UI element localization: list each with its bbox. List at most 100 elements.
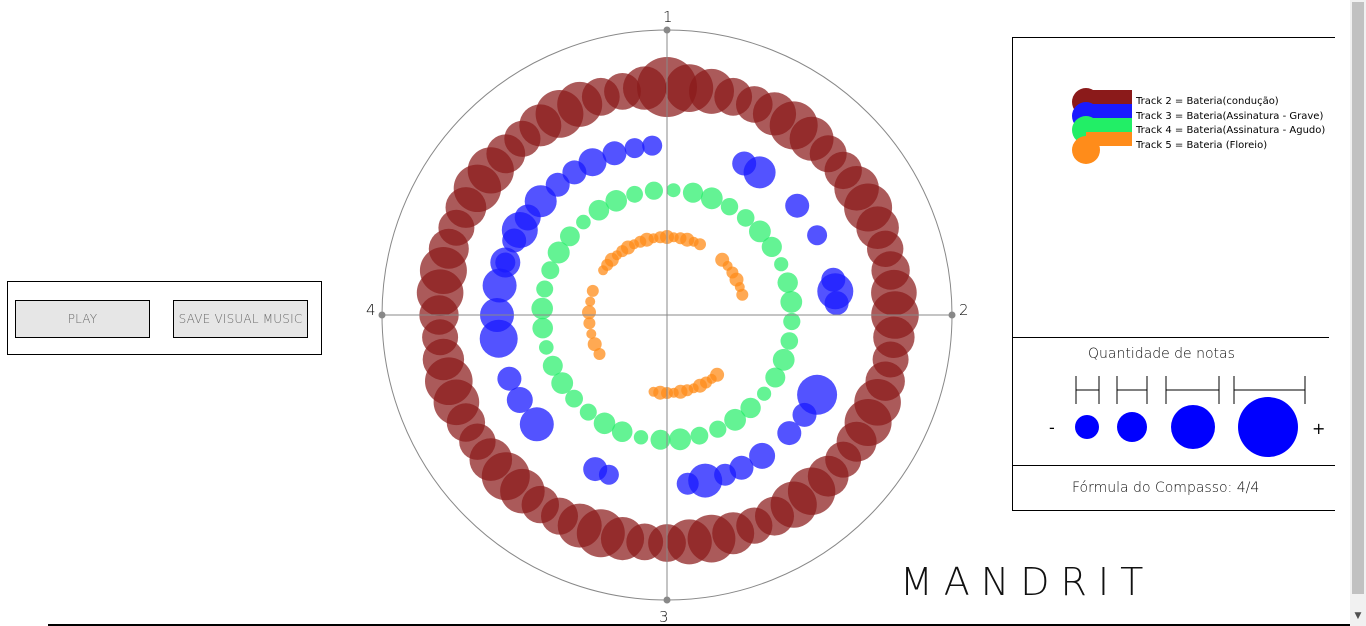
note-track4 — [682, 182, 704, 203]
note-track4 — [780, 332, 799, 350]
note-track4 — [633, 430, 649, 445]
note-track4 — [531, 297, 553, 320]
note-track4 — [740, 397, 761, 419]
note-track4 — [736, 209, 755, 227]
quantity-title: Quantidade de notas — [1088, 346, 1235, 362]
note-track3 — [583, 457, 608, 482]
scale-bracket-3 — [1165, 376, 1220, 404]
scale-bracket-4 — [1233, 376, 1306, 404]
dial-marker-3 — [663, 596, 671, 604]
note-track5 — [648, 386, 659, 397]
note-track3 — [824, 291, 849, 316]
time-signature-text: Fórmula do Compasso: 4/4 — [1072, 480, 1260, 496]
play-button[interactable]: PLAY — [15, 300, 150, 338]
page-bottom-line — [48, 624, 1350, 626]
note-track5 — [586, 328, 597, 339]
note-track4 — [532, 317, 553, 339]
dial-label-2: 2 — [959, 301, 969, 319]
note-track4 — [780, 291, 803, 313]
quantity-sample-2 — [1117, 412, 1147, 442]
note-track4 — [765, 367, 786, 388]
note-track4 — [565, 389, 583, 408]
legend-label-track4: Track 4 = Bateria(Assinatura - Agudo) — [1135, 125, 1325, 136]
note-track4 — [666, 183, 681, 198]
controls-panel: PLAY SAVE VISUAL MUSIC — [7, 281, 322, 355]
note-track3 — [497, 366, 522, 391]
note-track4 — [774, 257, 789, 272]
note-track4 — [757, 386, 772, 401]
note-track4 — [783, 312, 801, 331]
note-track5 — [587, 337, 602, 352]
note-rings — [416, 57, 919, 565]
note-track4 — [611, 421, 633, 443]
note-track4 — [626, 185, 643, 203]
legend-swatch-dot-track5 — [1072, 136, 1100, 164]
dial-label-1: 1 — [663, 8, 673, 26]
quantity-sample-1 — [1075, 415, 1099, 439]
legend-label-track5: Track 5 = Bateria (Floreio) — [1135, 140, 1267, 151]
note-track3 — [807, 225, 828, 246]
note-track3 — [524, 185, 557, 218]
legend-label-track3: Track 3 = Bateria(Assinatura - Grave) — [1135, 111, 1323, 122]
legend-item-track5: Track 5 = Bateria (Floreio) — [1072, 132, 1267, 164]
legend-panel — [1012, 37, 1335, 338]
scale-bracket-1 — [1075, 376, 1100, 404]
note-track4 — [700, 187, 723, 210]
note-track4 — [777, 272, 798, 293]
legend: Track 2 = Bateria(condução) Track 3 = Ba… — [1072, 88, 1325, 164]
quantity-scale — [1075, 376, 1306, 404]
formula-panel: Fórmula do Compasso: 4/4 — [1012, 465, 1335, 511]
note-track4 — [593, 412, 616, 435]
save-visual-music-button[interactable]: SAVE VISUAL MUSIC — [173, 300, 308, 338]
scrollbar-thumb[interactable] — [1352, 2, 1364, 594]
note-track4 — [669, 428, 691, 451]
note-track4 — [551, 372, 574, 394]
note-track3 — [519, 407, 554, 442]
note-track3 — [749, 442, 776, 469]
note-track4 — [576, 214, 591, 230]
note-track5 — [736, 288, 749, 301]
note-track3 — [602, 141, 627, 166]
quantity-samples — [1075, 397, 1298, 457]
note-track4 — [605, 190, 627, 212]
note-track3 — [792, 402, 817, 427]
note-track4 — [560, 226, 580, 247]
dial-marker-1 — [663, 26, 671, 34]
dial-label-3: 3 — [659, 608, 669, 626]
note-track3 — [642, 135, 663, 156]
note-track3 — [545, 172, 570, 197]
note-track4 — [720, 198, 739, 216]
note-track3 — [501, 212, 538, 248]
note-track5 — [585, 296, 596, 307]
note-track3 — [495, 252, 516, 273]
note-track3 — [777, 421, 802, 446]
brand-logo: MANDRIT — [900, 560, 1155, 604]
dial-marker-2 — [948, 311, 956, 319]
note-track3 — [676, 472, 699, 495]
note-track4 — [749, 220, 771, 243]
legend-label-track2: Track 2 = Bateria(condução) — [1135, 96, 1279, 107]
note-track5 — [583, 317, 596, 330]
note-track4 — [547, 241, 570, 264]
note-track4 — [761, 236, 782, 257]
note-track4 — [709, 420, 727, 438]
note-track4 — [690, 426, 709, 445]
note-track5 — [593, 348, 606, 360]
note-track3 — [743, 156, 776, 189]
note-track3 — [506, 387, 533, 413]
quantity-panel — [1012, 337, 1335, 466]
quantity-minus: - — [1049, 418, 1055, 437]
note-track4 — [644, 181, 664, 200]
note-track4 — [536, 280, 554, 298]
note-track3 — [578, 148, 607, 177]
quantity-sample-3 — [1171, 405, 1215, 449]
scroll-down-arrow-icon[interactable]: ▼ — [1354, 611, 1362, 621]
note-track3 — [785, 193, 810, 218]
scale-bracket-2 — [1116, 376, 1148, 404]
note-track5 — [694, 238, 706, 251]
note-track4 — [541, 261, 560, 280]
note-track4 — [650, 429, 671, 450]
note-track3 — [624, 138, 645, 159]
note-track5 — [586, 284, 599, 297]
